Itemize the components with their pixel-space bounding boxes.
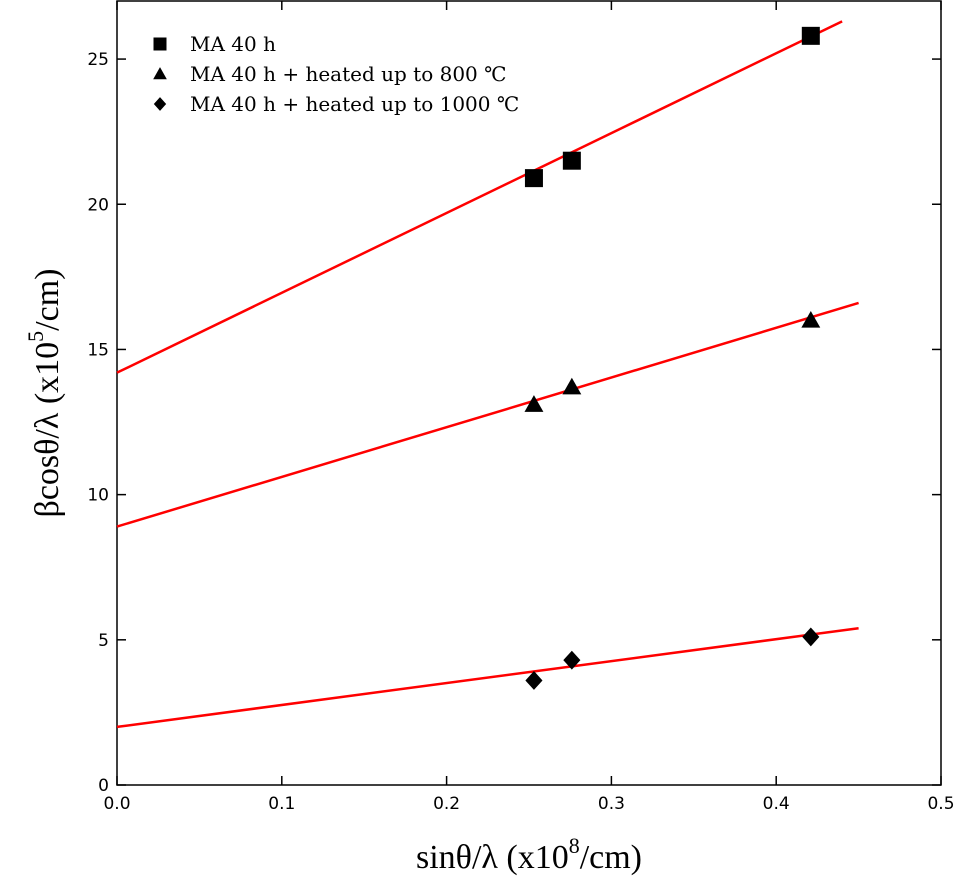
fit-line-3 (116, 626, 859, 729)
axis-tick-labels: 0.0 0.1 0.2 0.3 0.4 0.5 0 5 10 15 20 25 (87, 50, 954, 814)
y-tick-label: 15 (87, 340, 109, 360)
data-point-series-2 (562, 377, 582, 395)
y-tick-label: 20 (87, 195, 109, 215)
x-tick-label: 0.1 (268, 794, 295, 814)
x-tick-label: 0.4 (763, 794, 790, 814)
legend-label-3: MA 40 h + heated up to 1000 ℃ (190, 92, 519, 116)
x-axis-title: sinθ/λ (x108/cm) (416, 833, 642, 876)
x-tick-label: 0.3 (598, 794, 625, 814)
y-axis-title-exponent: 5 (23, 331, 48, 342)
x-tick-label: 0.2 (433, 794, 460, 814)
y-tick-label: 5 (98, 631, 109, 651)
fit-line-1 (116, 20, 843, 374)
y-tick-label: 0 (98, 776, 109, 796)
y-tick-label: 25 (87, 50, 109, 70)
legend-label-2: MA 40 h + heated up to 800 ℃ (190, 62, 507, 86)
y-tick-label: 10 (87, 486, 109, 506)
x-tick-label: 0.5 (927, 794, 954, 814)
data-point-series-1 (801, 26, 820, 45)
x-axis-title-exponent: 8 (569, 833, 580, 858)
y-axis-title-text: βcosθ/λ (x10 (29, 342, 66, 518)
data-point-series-1 (562, 151, 581, 170)
plot-frame (116, 0, 942, 786)
legend-marker-1 (153, 37, 167, 51)
data-point-series-1 (524, 169, 543, 188)
data-markers (524, 26, 821, 690)
fit-lines (116, 20, 859, 729)
legend: MA 40 h MA 40 h + heated up to 800 ℃ MA 40… (153, 32, 519, 116)
fit-line-2 (116, 301, 859, 528)
x-tick-label: 0.0 (103, 794, 130, 814)
data-point-series-2 (524, 395, 544, 412)
axis-ticks (116, 1, 942, 786)
x-axis-title-suffix: /cm) (580, 839, 642, 876)
legend-label-1: MA 40 h (190, 32, 276, 56)
y-axis-title-suffix: /cm) (29, 269, 66, 331)
y-axis-title: βcosθ/λ (x105/cm) (23, 269, 66, 518)
data-point-series-3 (563, 650, 581, 670)
legend-marker-3 (153, 97, 167, 111)
data-point-series-3 (525, 671, 543, 690)
data-point-series-3 (802, 627, 820, 647)
legend-marker-2 (153, 67, 167, 80)
data-point-series-2 (801, 310, 821, 328)
x-axis-title-text: sinθ/λ (x10 (416, 839, 569, 876)
